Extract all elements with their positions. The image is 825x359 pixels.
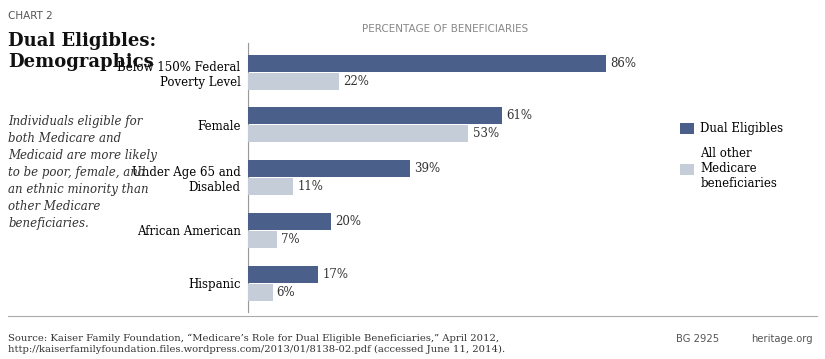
Bar bbox=[248, 73, 339, 89]
Text: 17%: 17% bbox=[323, 268, 348, 281]
Legend: Dual Eligibles, All other
Medicare
beneficiaries: Dual Eligibles, All other Medicare benef… bbox=[676, 117, 788, 195]
Text: heritage.org: heritage.org bbox=[751, 334, 813, 344]
Text: Individuals eligible for
both Medicare and
Medicaid are more likely
to be poor, : Individuals eligible for both Medicare a… bbox=[8, 115, 157, 230]
Text: 53%: 53% bbox=[473, 127, 499, 140]
Text: PERCENTAGE OF BENEFICIARIES: PERCENTAGE OF BENEFICIARIES bbox=[362, 24, 529, 34]
Text: BG 2925: BG 2925 bbox=[676, 334, 719, 344]
Bar bbox=[248, 178, 294, 195]
Text: Source: Kaiser Family Foundation, “Medicare’s Role for Dual Eligible Beneficiari: Source: Kaiser Family Foundation, “Medic… bbox=[8, 334, 506, 354]
Text: 61%: 61% bbox=[506, 109, 532, 122]
Bar bbox=[248, 160, 410, 177]
Text: CHART 2: CHART 2 bbox=[8, 11, 53, 21]
Text: 39%: 39% bbox=[414, 162, 441, 175]
Text: 20%: 20% bbox=[335, 215, 361, 228]
Text: Dual Eligibles:
Demographics: Dual Eligibles: Demographics bbox=[8, 32, 157, 71]
Bar bbox=[248, 284, 272, 301]
Bar bbox=[248, 55, 606, 71]
Bar bbox=[248, 213, 331, 230]
Bar bbox=[248, 107, 502, 124]
Text: 7%: 7% bbox=[280, 233, 299, 246]
Text: 86%: 86% bbox=[610, 57, 636, 70]
Text: 11%: 11% bbox=[298, 180, 323, 193]
Bar bbox=[248, 266, 318, 283]
Text: 22%: 22% bbox=[343, 75, 370, 88]
Bar bbox=[248, 125, 469, 142]
Text: 6%: 6% bbox=[276, 286, 295, 299]
Bar bbox=[248, 231, 276, 248]
